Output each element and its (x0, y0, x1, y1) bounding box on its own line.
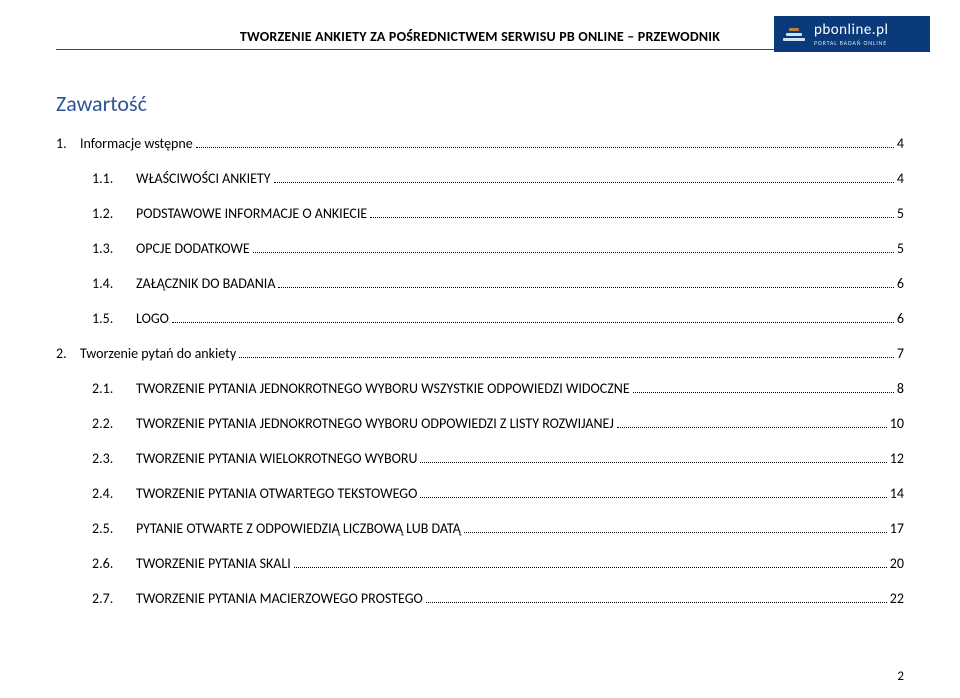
toc-entry-page: 20 (890, 555, 904, 572)
toc-entry-number: 2.5. (92, 520, 136, 537)
toc-entry-page: 14 (890, 485, 904, 502)
toc-entry-page: 5 (897, 240, 904, 257)
toc-entry-page: 8 (897, 380, 904, 397)
toc-entry-page: 4 (897, 135, 904, 152)
toc-entry-label: TWORZENIE PYTANIA OTWARTEGO TEKSTOWEGO (136, 485, 417, 502)
toc-sub-entry[interactable]: 2.2.TWORZENIE PYTANIA JEDNOKROTNEGO WYBO… (56, 415, 904, 432)
toc-entry-label: OPCJE DODATKOWE (136, 240, 250, 257)
toc-entry-number: 1.2. (92, 205, 136, 222)
toc-entry-page: 7 (897, 345, 904, 362)
toc-top-entry[interactable]: 1.Informacje wstępne 4 (56, 135, 904, 152)
toc-entry-label: TWORZENIE PYTANIA MACIERZOWEGO PROSTEGO (136, 590, 423, 607)
toc-entry-label: Tworzenie pytań do ankiety (80, 345, 236, 362)
toc-entry-number: 2.4. (92, 485, 136, 502)
toc-sub-entry[interactable]: 2.3.TWORZENIE PYTANIA WIELOKROTNEGO WYBO… (56, 450, 904, 467)
toc-entry-label: LOGO (136, 310, 169, 327)
toc-entry-label: WŁAŚCIWOŚCI ANKIETY (136, 170, 271, 187)
toc-entry-label: Informacje wstępne (80, 135, 193, 152)
toc-leader-dots (239, 357, 894, 358)
toc-leader-dots (172, 322, 894, 323)
toc-sub-entry[interactable]: 1.1.WŁAŚCIWOŚCI ANKIETY 4 (56, 170, 904, 187)
toc-sub-entry[interactable]: 2.5.PYTANIE OTWARTE Z ODPOWIEDZIĄ LICZBO… (56, 520, 904, 537)
toc-entry-number: 2.6. (92, 555, 136, 572)
toc-entry-page: 22 (890, 590, 904, 607)
toc-leader-dots (274, 182, 894, 183)
toc-leader-dots (464, 532, 887, 533)
toc-leader-dots (253, 252, 894, 253)
toc-entry-page: 6 (897, 310, 904, 327)
page-header: TWORZENIE ANKIETY ZA POŚREDNICTWEM SERWI… (56, 28, 904, 45)
brand-logo: pbonline.pl PORTAL BADAŃ ONLINE (774, 16, 930, 52)
toc-entry-number: 2.1. (92, 380, 136, 397)
logo-text: pbonline.pl PORTAL BADAŃ ONLINE (814, 23, 888, 46)
toc-entry-label: ZAŁĄCZNIK DO BADANIA (136, 275, 275, 292)
toc-entry-number: 1.3. (92, 240, 136, 257)
toc-entry-page: 12 (890, 450, 904, 467)
toc-sub-entry[interactable]: 1.3.OPCJE DODATKOWE 5 (56, 240, 904, 257)
logo-sub: PORTAL BADAŃ ONLINE (814, 40, 888, 46)
toc-leader-dots (196, 147, 894, 148)
toc-sub-entry[interactable]: 2.1.TWORZENIE PYTANIA JEDNOKROTNEGO WYBO… (56, 380, 904, 397)
toc-entry-label: TWORZENIE PYTANIA JEDNOKROTNEGO WYBORU W… (136, 380, 630, 397)
toc-entry-label: PYTANIE OTWARTE Z ODPOWIEDZIĄ LICZBOWĄ L… (136, 520, 461, 537)
toc-leader-dots (617, 427, 887, 428)
toc-leader-dots (633, 392, 894, 393)
page: TWORZENIE ANKIETY ZA POŚREDNICTWEM SERWI… (0, 0, 960, 698)
toc-sub-entry[interactable]: 1.5.LOGO 6 (56, 310, 904, 327)
toc-entry-label: PODSTAWOWE INFORMACJE O ANKIECIE (136, 205, 367, 222)
toc-entry-page: 6 (897, 275, 904, 292)
toc-leader-dots (420, 497, 886, 498)
table-of-contents: 1.Informacje wstępne41.1.WŁAŚCIWOŚCI ANK… (56, 135, 904, 625)
logo-main-a: pb (814, 21, 831, 39)
toc-entry-page: 17 (890, 520, 904, 537)
toc-entry-page: 4 (897, 170, 904, 187)
toc-entry-number: 2.3. (92, 450, 136, 467)
toc-entry-label: TWORZENIE PYTANIA WIELOKROTNEGO WYBORU (136, 450, 417, 467)
toc-entry-number: 2. (56, 345, 80, 362)
toc-leader-dots (370, 217, 894, 218)
page-number: 2 (897, 669, 904, 684)
toc-entry-label: TWORZENIE PYTANIA SKALI (136, 555, 291, 572)
logo-main-b: online (831, 21, 872, 39)
toc-leader-dots (420, 462, 886, 463)
toc-sub-entry[interactable]: 2.7. TWORZENIE PYTANIA MACIERZOWEGO PROS… (56, 590, 904, 607)
toc-sub-entry[interactable]: 2.4.TWORZENIE PYTANIA OTWARTEGO TEKSTOWE… (56, 485, 904, 502)
toc-entry-number: 1.1. (92, 170, 136, 187)
toc-entry-number: 2.7. (92, 590, 136, 607)
toc-sub-entry[interactable]: 2.6.TWORZENIE PYTANIA SKALI 20 (56, 555, 904, 572)
toc-heading: Zawartość (56, 90, 904, 117)
toc-entry-page: 5 (897, 205, 904, 222)
toc-entry-page: 10 (890, 415, 904, 432)
toc-leader-dots (426, 602, 887, 603)
toc-entry-number: 1.5. (92, 310, 136, 327)
toc-sub-entry[interactable]: 1.4.ZAŁĄCZNIK DO BADANIA 6 (56, 275, 904, 292)
toc-entry-number: 2.2. (92, 415, 136, 432)
toc-top-entry[interactable]: 2.Tworzenie pytań do ankiety 7 (56, 345, 904, 362)
toc-leader-dots (278, 287, 893, 288)
logo-main-c: .pl (872, 21, 889, 39)
toc-leader-dots (294, 567, 887, 568)
toc-entry-number: 1.4. (92, 275, 136, 292)
toc-entry-label: TWORZENIE PYTANIA JEDNOKROTNEGO WYBORU O… (136, 415, 614, 432)
bars-icon (782, 22, 806, 46)
toc-sub-entry[interactable]: 1.2.PODSTAWOWE INFORMACJE O ANKIECIE 5 (56, 205, 904, 222)
toc-entry-number: 1. (56, 135, 80, 152)
